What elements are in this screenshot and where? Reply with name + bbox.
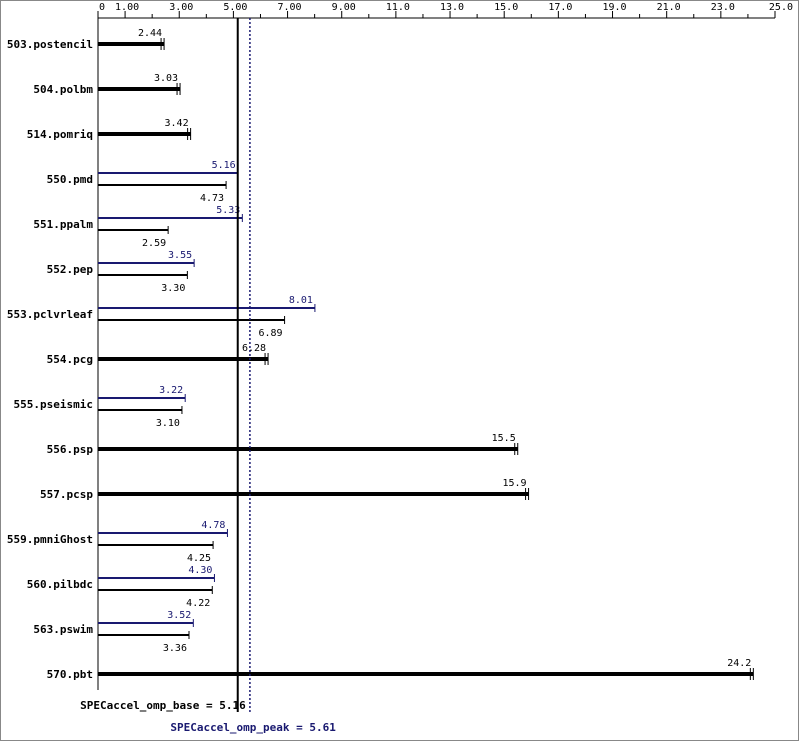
x-tick-label: 17.0 <box>548 2 572 13</box>
benchmark-name: 504.polbm <box>33 83 93 96</box>
base-value-label: 3.36 <box>163 643 187 654</box>
peak-summary-label: SPECaccel_omp_peak = 5.61 <box>170 721 336 734</box>
benchmark-name: 559.pmniGhost <box>7 533 93 546</box>
benchmark-name: 553.pclvrleaf <box>7 308 93 321</box>
base-value-label: 3.10 <box>156 418 180 429</box>
base-summary-label: SPECaccel_omp_base = 5.16 <box>80 699 246 712</box>
base-value-label: 2.59 <box>142 238 166 249</box>
benchmark-name: 514.pomriq <box>27 128 93 141</box>
x-tick-label: 15.0 <box>494 2 518 13</box>
x-tick-label: 23.0 <box>711 2 735 13</box>
peak-value-label: 3.22 <box>159 385 183 396</box>
base-value-label: 4.22 <box>186 598 210 609</box>
benchmark-name: 563.pswim <box>33 623 93 636</box>
base-value-label: 4.73 <box>200 193 224 204</box>
x-tick-label: 7.00 <box>278 2 302 13</box>
base-value-label: 15.9 <box>502 478 526 489</box>
benchmark-name: 555.pseismic <box>14 398 93 411</box>
x-tick-label: 1.00 <box>115 2 139 13</box>
benchmark-name: 552.pep <box>47 263 94 276</box>
base-value-label: 2.44 <box>138 28 162 39</box>
benchmark-name: 557.pcsp <box>40 488 93 501</box>
peak-value-label: 5.33 <box>216 205 240 216</box>
x-tick-label: 19.0 <box>602 2 626 13</box>
peak-value-label: 3.52 <box>167 610 191 621</box>
base-value-label: 15.5 <box>492 433 516 444</box>
x-tick-label: 11.0 <box>386 2 410 13</box>
benchmark-name: 554.pcg <box>47 353 93 366</box>
x-tick-label: 21.0 <box>657 2 681 13</box>
base-value-label: 4.25 <box>187 553 211 564</box>
x-tick-label: 9.00 <box>332 2 356 13</box>
benchmark-name: 551.ppalm <box>33 218 93 231</box>
base-value-label: 24.2 <box>727 658 751 669</box>
base-value-label: 3.42 <box>165 118 189 129</box>
benchmark-name: 560.pilbdc <box>27 578 93 591</box>
benchmark-name: 550.pmd <box>47 173 93 186</box>
peak-value-label: 4.30 <box>188 565 212 576</box>
base-value-label: 3.30 <box>161 283 185 294</box>
x-tick-label: 0 <box>99 2 105 13</box>
x-tick-label: 25.0 <box>769 2 793 13</box>
peak-value-label: 8.01 <box>289 295 313 306</box>
base-value-label: 6.28 <box>242 343 266 354</box>
x-tick-label: 13.0 <box>440 2 464 13</box>
x-tick-label: 3.00 <box>169 2 193 13</box>
base-value-label: 6.89 <box>258 328 282 339</box>
peak-value-label: 5.16 <box>212 160 236 171</box>
benchmark-name: 570.pbt <box>47 668 93 681</box>
benchmark-name: 503.postencil <box>7 38 93 51</box>
peak-value-label: 4.78 <box>201 520 225 531</box>
x-tick-label: 5.00 <box>223 2 247 13</box>
peak-value-label: 3.55 <box>168 250 192 261</box>
benchmark-name: 556.psp <box>47 443 94 456</box>
base-value-label: 3.03 <box>154 73 178 84</box>
